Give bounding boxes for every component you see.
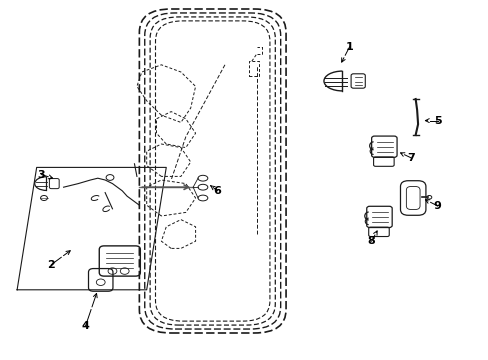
- Text: 1: 1: [345, 42, 353, 52]
- Text: 3: 3: [38, 170, 45, 180]
- Text: 7: 7: [406, 153, 414, 163]
- Text: 6: 6: [213, 186, 221, 196]
- Text: 4: 4: [81, 321, 89, 331]
- Text: 9: 9: [433, 201, 441, 211]
- Text: 8: 8: [367, 236, 375, 246]
- Text: 2: 2: [47, 260, 55, 270]
- Text: 5: 5: [433, 116, 441, 126]
